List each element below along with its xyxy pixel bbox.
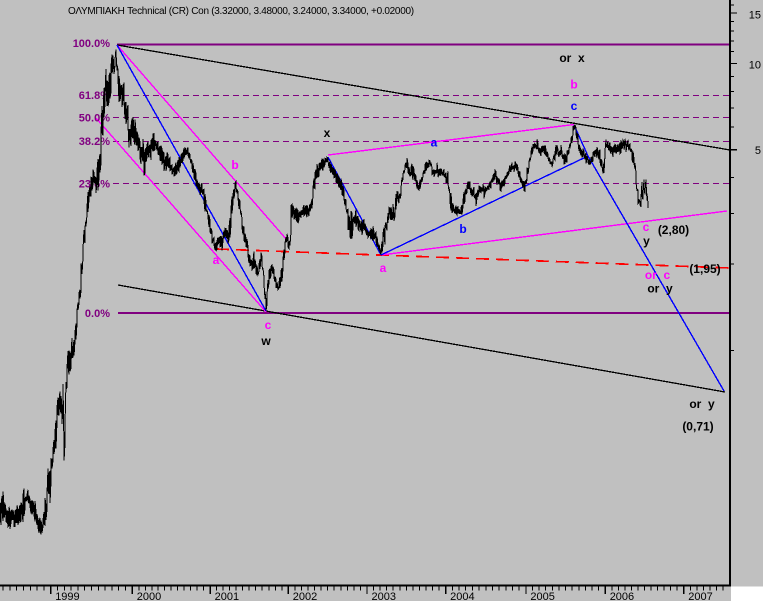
svg-text:2006: 2006 (610, 591, 634, 601)
svg-text:0.0%: 0.0% (85, 308, 110, 320)
svg-text:ΟΛΥΜΠΙΑΚΗ Technical (CR) Con (: ΟΛΥΜΠΙΑΚΗ Technical (CR) Con (3.32000, 3… (68, 6, 414, 17)
svg-text:c: c (643, 220, 650, 234)
svg-text:or y: or y (647, 282, 673, 296)
svg-text:100.0%: 100.0% (73, 38, 111, 50)
svg-text:or x: or x (559, 51, 585, 65)
svg-text:b: b (570, 78, 577, 92)
svg-text:2003: 2003 (372, 591, 396, 601)
svg-text:2004: 2004 (450, 591, 474, 601)
svg-text:c: c (571, 99, 578, 113)
svg-text:5: 5 (755, 145, 761, 157)
svg-text:or y: or y (689, 397, 715, 411)
svg-text:b: b (231, 158, 238, 172)
svg-text:w: w (260, 334, 271, 348)
svg-text:23.6%: 23.6% (79, 179, 110, 191)
svg-text:1999: 1999 (55, 591, 79, 601)
svg-text:2001: 2001 (215, 591, 239, 601)
svg-text:2002: 2002 (293, 591, 317, 601)
svg-text:61.8%: 61.8% (79, 90, 110, 102)
svg-text:a: a (431, 136, 438, 150)
svg-text:c: c (265, 318, 272, 332)
svg-text:b: b (459, 222, 466, 236)
svg-text:2007: 2007 (688, 591, 712, 601)
svg-text:38.2%: 38.2% (79, 136, 110, 148)
svg-text:2005: 2005 (530, 591, 554, 601)
svg-text:y: y (643, 234, 650, 248)
svg-text:(1,95): (1,95) (689, 262, 720, 276)
svg-text:or c: or c (645, 268, 671, 282)
svg-text:10: 10 (749, 60, 761, 72)
svg-text:(0,71): (0,71) (682, 420, 713, 434)
svg-text:15: 15 (749, 10, 761, 22)
svg-text:(2,80): (2,80) (658, 223, 689, 237)
svg-text:a: a (213, 253, 220, 267)
svg-text:2000: 2000 (137, 591, 161, 601)
svg-text:a: a (380, 261, 387, 275)
svg-text:x: x (324, 126, 331, 140)
svg-text:50.0%: 50.0% (79, 113, 110, 125)
